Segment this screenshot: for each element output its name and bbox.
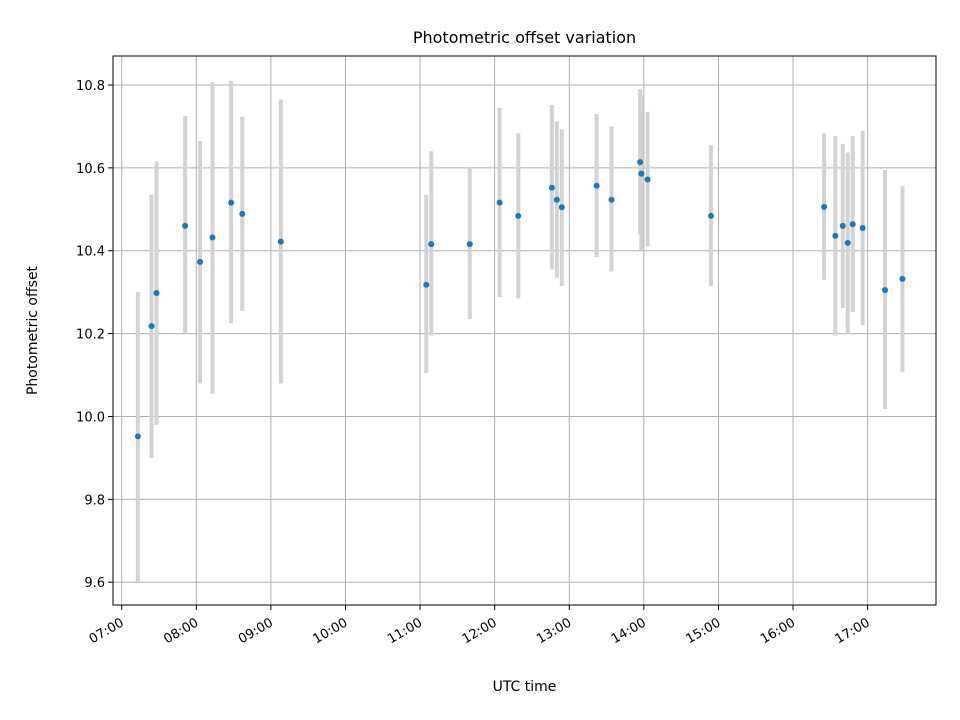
data-point xyxy=(839,222,846,229)
data-point xyxy=(832,232,839,239)
data-point xyxy=(239,210,246,217)
y-axis-ticks: 9.6 9.8 10.0 10.2 10.4 10.6 10.8 xyxy=(76,79,113,591)
data-point xyxy=(515,212,522,219)
data-point xyxy=(882,287,889,294)
data-point xyxy=(593,182,600,189)
data-point xyxy=(638,170,645,177)
data-point xyxy=(859,224,866,231)
y-tick-label: 10.2 xyxy=(76,328,105,343)
data-point xyxy=(197,258,204,265)
data-point xyxy=(277,238,284,245)
y-tick-label: 9.8 xyxy=(84,493,105,508)
plot-area-frame xyxy=(112,55,937,606)
chart-title: Photometric offset variation xyxy=(413,28,636,47)
data-point xyxy=(209,234,216,241)
data-point xyxy=(644,176,651,183)
data-point xyxy=(849,221,856,228)
data-point xyxy=(423,281,430,288)
data-point xyxy=(608,196,615,203)
data-point xyxy=(548,184,555,191)
data-point xyxy=(707,212,714,219)
data-point xyxy=(637,159,644,166)
y-tick-label: 10.0 xyxy=(76,410,105,425)
y-tick-label: 10.4 xyxy=(76,245,105,260)
grid xyxy=(113,56,936,605)
data-point xyxy=(821,203,828,210)
x-axis-label: UTC time xyxy=(493,679,557,695)
y-axis-label: Photometric offset xyxy=(25,265,41,395)
data-point xyxy=(558,204,565,211)
data-point xyxy=(899,275,906,282)
data-point xyxy=(553,196,560,203)
data-point xyxy=(148,323,155,330)
y-tick-label: 10.8 xyxy=(76,79,105,94)
data-point xyxy=(182,222,189,229)
y-tick-label: 9.6 xyxy=(84,576,105,591)
data-point xyxy=(466,241,473,248)
data-point xyxy=(228,199,235,206)
data-point xyxy=(496,199,503,206)
y-tick-label: 10.6 xyxy=(76,162,105,177)
data-point xyxy=(134,433,141,440)
data-point xyxy=(153,290,160,297)
data-point xyxy=(844,239,851,246)
data-point xyxy=(428,241,435,248)
data-points xyxy=(134,159,906,440)
